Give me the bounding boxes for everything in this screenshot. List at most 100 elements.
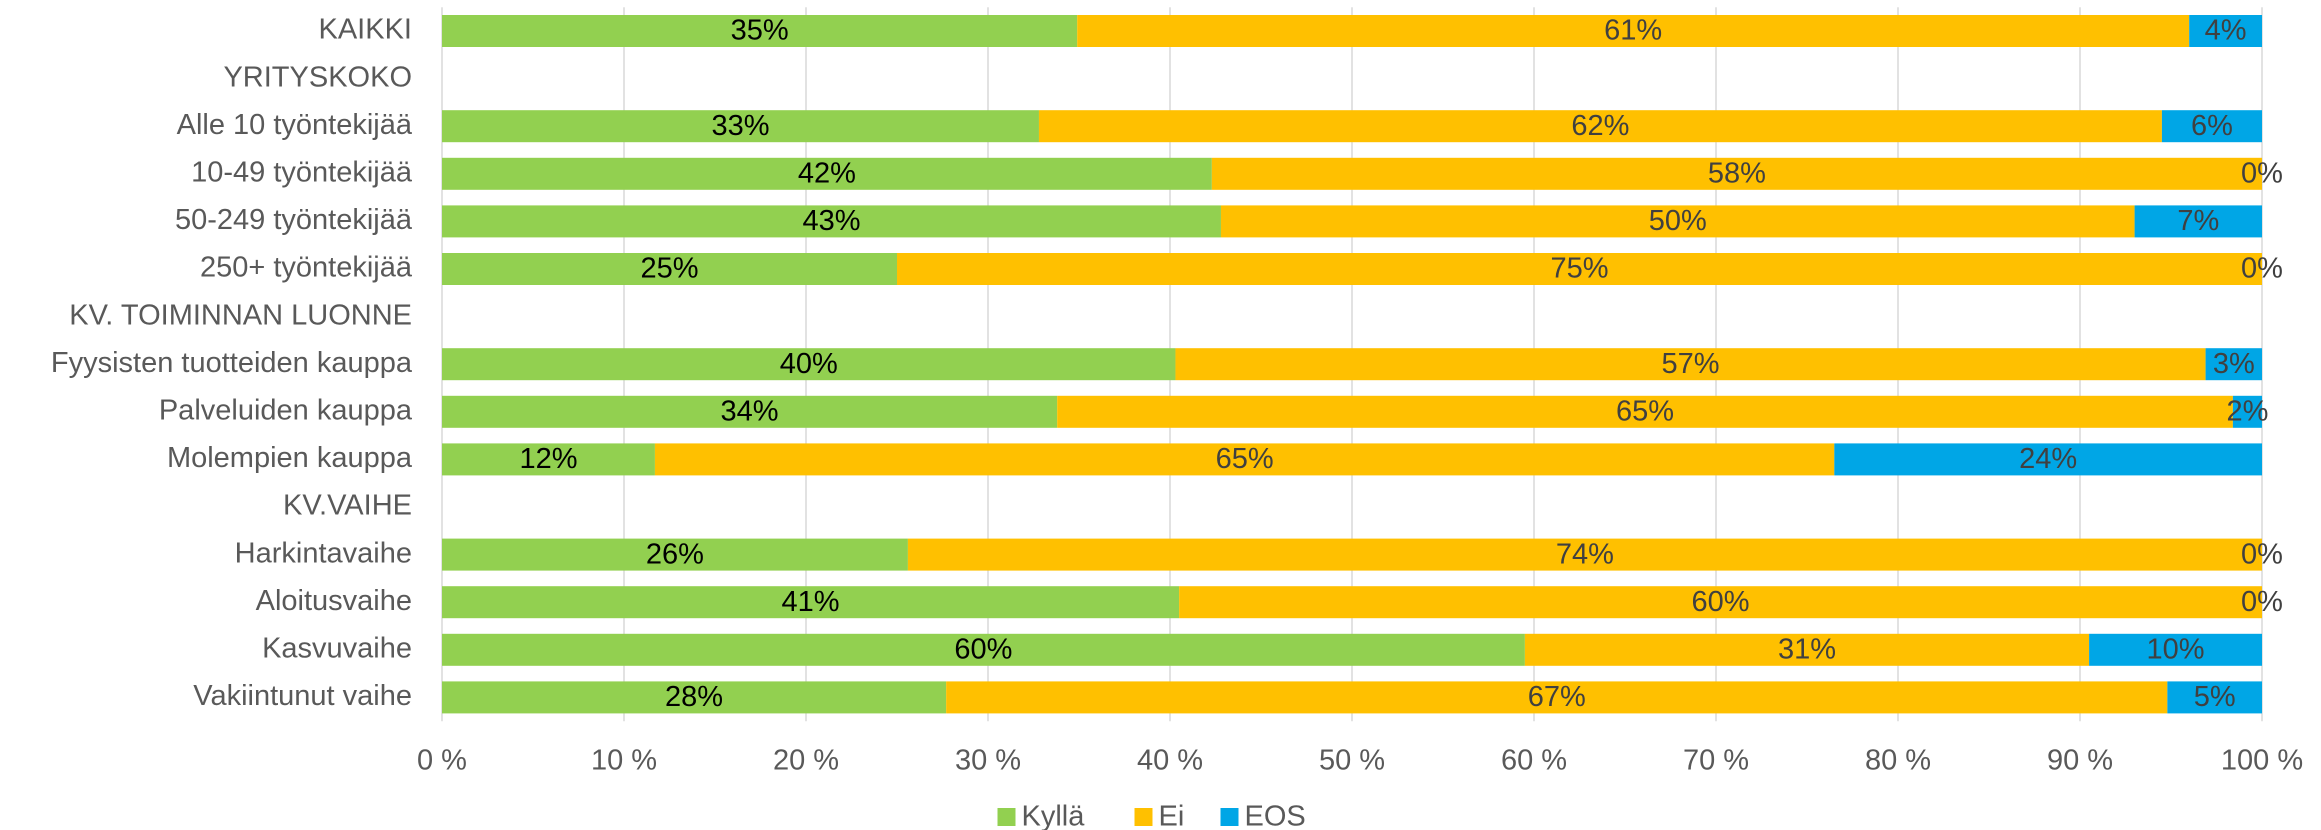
data-label: 74% [1556,538,1614,570]
bar-segment [442,633,1525,666]
bar-segment [946,681,2168,714]
bar-segment [2189,15,2262,47]
data-label: 60% [954,633,1012,665]
data-label: 25% [640,253,698,285]
x-tick-label: 30 % [955,745,1021,777]
data-label: 4% [2205,15,2247,47]
y-tick-label: Aloitusvaihe [256,585,412,617]
data-label: 33% [711,110,769,142]
y-tick-label: Alle 10 työntekijää [177,109,413,141]
legend-swatch [1134,808,1153,826]
data-label: 42% [798,157,856,189]
bar-segment [654,443,1835,476]
bar-segment [2232,395,2262,428]
bar-segment [442,681,947,714]
bar-segment [2167,681,2262,714]
y-tick-label: 250+ työntekijää [200,252,413,284]
y-tick-label: Palveluiden kauppa [159,394,413,426]
bar-segment [1077,15,2190,47]
bar-segment [2205,348,2262,381]
bar-segment [442,205,1221,238]
data-label: 65% [1216,443,1274,475]
y-tick-label: Kasvuvaihe [262,632,412,664]
data-label: 0% [2241,586,2283,618]
bar-segment [442,110,1039,143]
y-tick-label: 10-49 työntekijää [191,156,413,188]
bar-segment [2134,205,2262,238]
legend-swatch [997,808,1016,826]
bar-segment [442,253,897,285]
bar-segment [442,348,1176,381]
data-label: 2% [2226,395,2268,427]
bar-segment [1220,205,2135,238]
data-label: 65% [1616,395,1674,427]
bar-segment [1175,348,2206,381]
y-tick-label: 50-249 työntekijää [175,204,413,236]
bar-segment [897,253,2262,285]
y-tick-label: KV.VAIHE [283,490,412,522]
bar-segment [1038,110,2162,143]
data-label: 10% [2147,633,2205,665]
data-label: 62% [1571,110,1629,142]
bar-segment [1524,633,2090,666]
x-tick-label: 20 % [773,745,839,777]
y-tick-label: KV. TOIMINNAN LUONNE [69,299,412,331]
data-label: 28% [665,681,723,713]
x-tick-label: 100 % [2221,745,2303,777]
legend-label: EOS [1245,801,1306,830]
data-label: 60% [1692,586,1750,618]
data-label: 41% [782,586,840,618]
bar-segment [2161,110,2262,143]
x-tick-label: 50 % [1319,745,1385,777]
y-tick-label: Vakiintunut vaihe [193,680,412,712]
bar-segment [907,538,2263,571]
data-label: 0% [2241,253,2283,285]
data-label: 67% [1528,681,1586,713]
y-tick-label: Harkintavaihe [235,537,412,569]
data-label: 24% [2019,443,2077,475]
bar-segment [2089,633,2262,666]
x-tick-label: 0 % [417,745,467,777]
bar-segment [442,586,1180,619]
data-label: 50% [1649,205,1707,237]
data-label: 58% [1708,157,1766,189]
data-label: 34% [721,395,779,427]
legend-swatch [1220,808,1239,826]
y-tick-label: Fyysisten tuotteiden kauppa [51,347,413,379]
x-tick-label: 90 % [2047,745,2113,777]
data-label: 0% [2241,538,2283,570]
data-label: 26% [646,538,704,570]
bar-segment [1179,586,2262,619]
data-label: 40% [780,348,838,380]
bar-segment [442,157,1212,190]
data-label: 35% [731,15,789,47]
y-tick-label: YRITYSKOKO [223,61,412,93]
bar-segment [1211,157,2262,190]
bar-segment [442,395,1058,428]
data-label: 6% [2191,110,2233,142]
data-label: 0% [2241,157,2283,189]
bar-segment [442,443,655,476]
x-tick-label: 80 % [1865,745,1931,777]
bar-segment [442,538,908,571]
data-label: 31% [1778,633,1836,665]
x-tick-label: 40 % [1137,745,1203,777]
bar-segment [1834,443,2262,476]
data-label: 5% [2194,681,2236,713]
x-tick-label: 60 % [1501,745,1567,777]
data-label: 12% [519,443,577,475]
y-tick-label: Molempien kauppa [167,442,413,474]
bar-segment [1057,395,2233,428]
data-label: 61% [1604,15,1662,47]
bar-segment [442,15,1078,47]
legend-label: Kyllä [1022,801,1086,830]
data-label: 7% [2177,205,2219,237]
x-tick-label: 70 % [1683,745,1749,777]
data-label: 57% [1661,348,1719,380]
data-label: 75% [1550,253,1608,285]
data-label: 3% [2213,348,2255,380]
y-tick-label: KAIKKI [319,14,413,46]
data-label: 43% [802,205,860,237]
x-tick-label: 10 % [591,745,657,777]
